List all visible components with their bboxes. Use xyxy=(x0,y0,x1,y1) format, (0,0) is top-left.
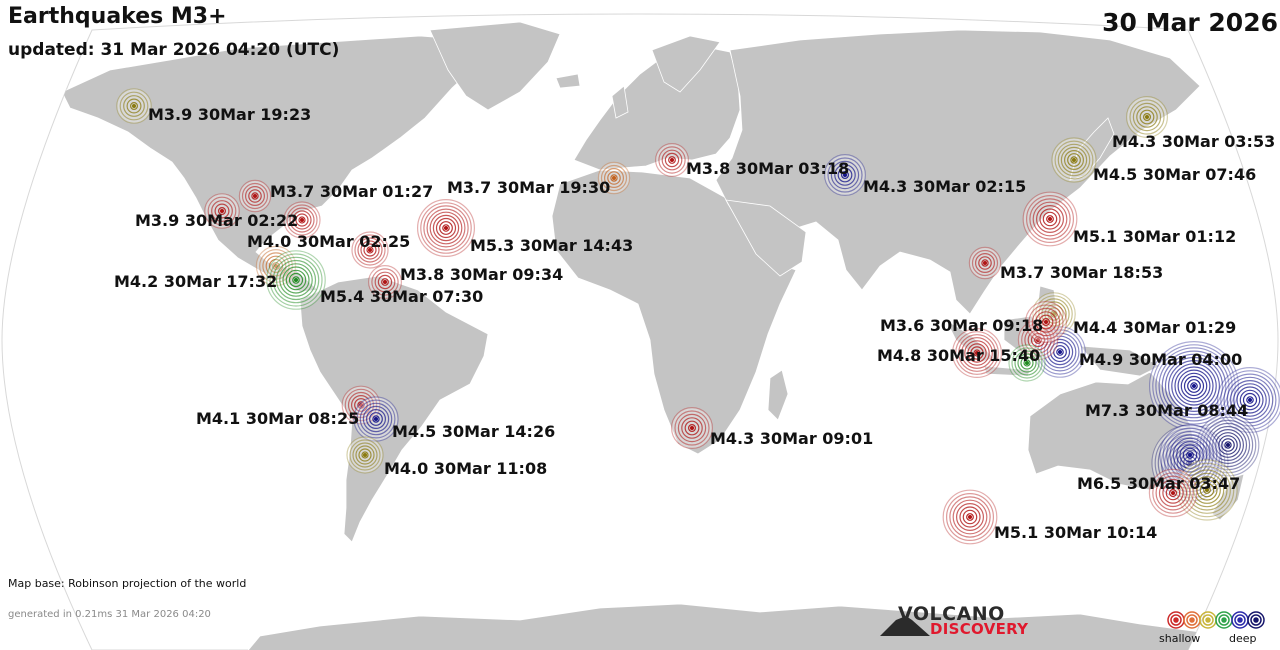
sumatra xyxy=(945,318,995,363)
quake-label[interactable]: M4.3 30Mar 03:53 xyxy=(1112,132,1276,151)
quake-label[interactable]: M4.9 30Mar 04:00 xyxy=(1079,350,1243,369)
quake-label[interactable]: M4.3 30Mar 09:01 xyxy=(710,429,874,448)
quake-marker[interactable] xyxy=(353,396,399,442)
quake-label[interactable]: M4.0 30Mar 02:25 xyxy=(247,232,411,251)
quake-marker[interactable] xyxy=(368,265,403,300)
quake-marker[interactable] xyxy=(1022,191,1078,247)
quake-marker[interactable] xyxy=(1148,468,1198,518)
legend-shallow-label: shallow xyxy=(1159,632,1201,645)
madagascar xyxy=(767,369,789,421)
legend-depth-swatch xyxy=(1167,611,1185,629)
quake-marker[interactable] xyxy=(1217,367,1280,433)
map-base-credit: Map base: Robinson projection of the wor… xyxy=(8,577,247,590)
quake-label[interactable]: M4.4 30Mar 01:29 xyxy=(1073,318,1237,337)
quake-label[interactable]: M5.3 30Mar 14:43 xyxy=(470,236,634,255)
quake-label[interactable]: M4.3 30Mar 02:15 xyxy=(863,177,1027,196)
quake-marker[interactable] xyxy=(1017,319,1059,361)
british-isles xyxy=(611,85,629,119)
quake-label[interactable]: M3.7 30Mar 19:30 xyxy=(447,178,611,197)
quake-marker[interactable] xyxy=(417,199,476,258)
quake-label[interactable]: M4.8 30Mar 15:40 xyxy=(877,346,1041,365)
quake-label[interactable]: M4.0 30Mar 11:08 xyxy=(384,459,548,478)
map-date: 30 Mar 2026 xyxy=(1102,8,1278,37)
quake-marker[interactable] xyxy=(654,143,689,178)
quake-marker[interactable] xyxy=(670,407,713,450)
quake-marker[interactable] xyxy=(238,179,272,213)
legend-deep-label: deep xyxy=(1229,632,1257,645)
japan xyxy=(1069,117,1115,181)
logo-text-volcano: VOLCANO xyxy=(898,603,1005,625)
volcano-logo-icon xyxy=(880,616,930,636)
quake-label[interactable]: M4.5 30Mar 07:46 xyxy=(1093,165,1257,184)
quake-marker[interactable] xyxy=(1196,413,1260,477)
quake-marker[interactable] xyxy=(951,328,1002,379)
quake-label[interactable]: M5.1 30Mar 01:12 xyxy=(1073,227,1237,246)
arabian-peninsula xyxy=(725,199,807,277)
greenland xyxy=(429,21,561,111)
quake-marker[interactable] xyxy=(341,385,381,425)
generated-note: generated in 0.21ms 31 Mar 2026 04:20 xyxy=(8,609,211,620)
legend-depth-swatch xyxy=(1199,611,1217,629)
land-masses xyxy=(61,21,1251,650)
quake-marker[interactable] xyxy=(283,201,321,239)
quake-marker[interactable] xyxy=(346,436,384,474)
legend-depth-swatch xyxy=(1231,611,1249,629)
quake-marker[interactable] xyxy=(1051,137,1097,183)
quake-marker[interactable] xyxy=(942,489,998,545)
iceland xyxy=(555,73,581,89)
page-title: Earthquakes M3+ xyxy=(8,4,227,29)
quake-label[interactable]: M3.8 30Mar 09:34 xyxy=(400,265,564,284)
quake-label[interactable]: M6.5 30Mar 03:47 xyxy=(1077,474,1241,493)
quake-marker[interactable] xyxy=(823,154,866,197)
depth-legend xyxy=(1167,611,1265,629)
quake-marker[interactable] xyxy=(116,88,152,124)
updated-timestamp: updated: 31 Mar 2026 04:20 (UTC) xyxy=(8,40,340,60)
quake-label[interactable]: M3.9 30Mar 02:22 xyxy=(135,211,299,230)
south-america xyxy=(299,275,489,543)
quake-marker[interactable] xyxy=(1125,95,1168,138)
quake-marker[interactable] xyxy=(597,161,631,195)
quake-label[interactable]: M4.2 30Mar 17:32 xyxy=(114,272,278,291)
quake-marker[interactable] xyxy=(1176,459,1238,521)
legend-depth-swatch xyxy=(1215,611,1233,629)
scandinavia xyxy=(651,35,721,93)
quake-marker[interactable] xyxy=(968,246,1002,280)
java xyxy=(983,365,1031,377)
legend-depth-swatch xyxy=(1247,611,1265,629)
quake-marker[interactable] xyxy=(204,193,240,229)
volcano-discovery-logo[interactable]: VOLCANO DISCOVERY xyxy=(880,603,1040,643)
quake-label[interactable]: M5.4 30Mar 07:30 xyxy=(320,287,484,306)
new-guinea xyxy=(1079,345,1161,377)
quake-marker[interactable] xyxy=(1024,301,1067,344)
quake-label[interactable]: M4.5 30Mar 14:26 xyxy=(392,422,556,441)
quake-label[interactable]: M4.1 30Mar 08:25 xyxy=(196,409,360,428)
quake-label[interactable]: M3.7 30Mar 01:27 xyxy=(270,182,434,201)
quake-label[interactable]: M3.8 30Mar 03:18 xyxy=(686,159,850,178)
quake-label[interactable]: M7.3 30Mar 08:44 xyxy=(1085,401,1249,420)
quake-label[interactable]: M3.9 30Mar 19:23 xyxy=(148,105,312,124)
quake-label[interactable]: M3.6 30Mar 09:18 xyxy=(880,316,1044,335)
quake-marker[interactable] xyxy=(1008,344,1046,382)
quake-marker[interactable] xyxy=(266,250,326,310)
quake-markers xyxy=(116,88,1280,545)
africa xyxy=(551,169,797,455)
logo-text-discovery: DISCOVERY xyxy=(930,620,1029,638)
legend-depth-swatch xyxy=(1183,611,1201,629)
quake-label[interactable]: M3.7 30Mar 18:53 xyxy=(1000,263,1164,282)
quake-label[interactable]: M5.1 30Mar 10:14 xyxy=(994,523,1158,542)
quake-marker[interactable] xyxy=(351,231,389,269)
